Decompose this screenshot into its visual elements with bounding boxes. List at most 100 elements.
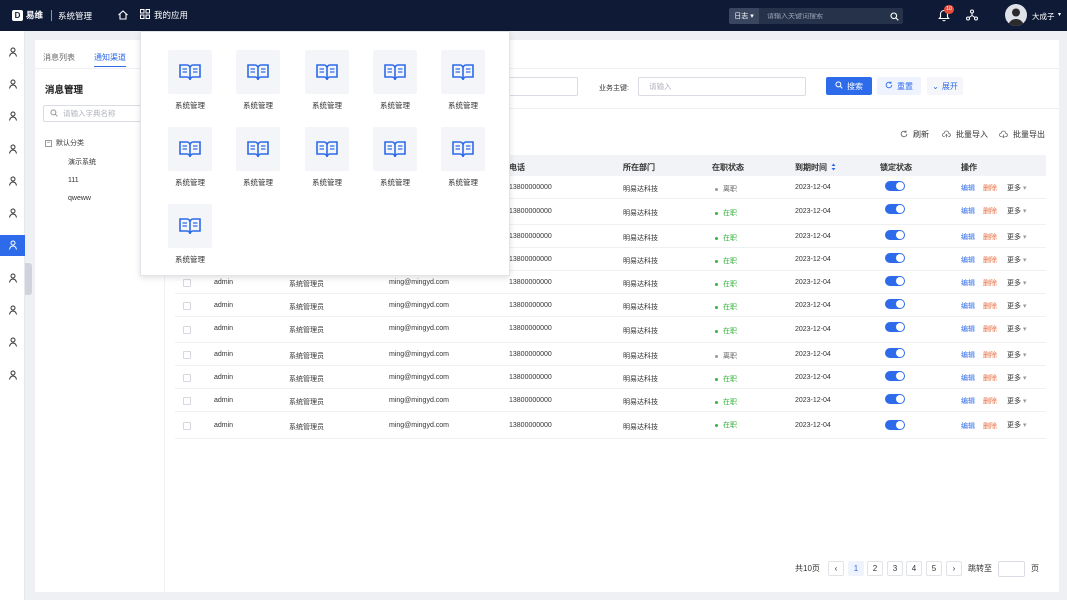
lock-toggle[interactable] — [885, 204, 905, 214]
delete-button[interactable]: 删除 — [983, 398, 997, 405]
prev-page-button[interactable]: ‹ — [828, 561, 844, 576]
edit-button[interactable]: 编辑 — [961, 423, 975, 430]
batch-import-button[interactable]: 批量导入 — [942, 129, 988, 140]
more-button[interactable]: 更多 ▾ — [1007, 255, 1026, 265]
row-checkbox[interactable] — [183, 422, 191, 430]
lock-toggle[interactable] — [885, 394, 905, 404]
delete-button[interactable]: 删除 — [983, 423, 997, 430]
more-button[interactable]: 更多 ▾ — [1007, 232, 1026, 242]
row-checkbox[interactable] — [183, 302, 191, 310]
delete-button[interactable]: 删除 — [983, 257, 997, 264]
edit-button[interactable]: 编辑 — [961, 303, 975, 310]
more-button[interactable]: 更多 ▾ — [1007, 183, 1026, 193]
sidebar-item-user[interactable] — [0, 74, 25, 95]
app-tile[interactable]: 系统管理 — [168, 127, 212, 188]
my-apps-button[interactable]: 我的应用 — [140, 9, 188, 21]
avatar[interactable] — [1005, 4, 1027, 26]
delete-button[interactable]: 删除 — [983, 280, 997, 287]
edit-button[interactable]: 编辑 — [961, 185, 975, 192]
sidebar-item-user[interactable] — [0, 300, 25, 321]
edit-button[interactable]: 编辑 — [961, 208, 975, 215]
search-icon[interactable] — [885, 11, 903, 21]
edit-button[interactable]: 编辑 — [961, 257, 975, 264]
lock-toggle[interactable] — [885, 181, 905, 191]
jump-page-input[interactable] — [998, 561, 1025, 577]
dict-search-input[interactable] — [63, 109, 153, 118]
page-button-1[interactable]: 1 — [848, 561, 864, 576]
next-page-button[interactable]: › — [946, 561, 962, 576]
sidebar-item-user[interactable] — [0, 268, 25, 289]
refresh-button[interactable]: 刷新 — [900, 129, 929, 140]
lock-toggle[interactable] — [885, 276, 905, 286]
collapse-icon[interactable]: − — [45, 139, 52, 147]
row-checkbox[interactable] — [183, 397, 191, 405]
lock-toggle[interactable] — [885, 299, 905, 309]
page-button-4[interactable]: 4 — [906, 561, 922, 576]
sidebar-item-user[interactable] — [0, 365, 25, 386]
business-key-input[interactable] — [638, 77, 806, 96]
more-button[interactable]: 更多 ▾ — [1007, 278, 1026, 288]
more-button[interactable]: 更多 ▾ — [1007, 350, 1026, 360]
edit-button[interactable]: 编辑 — [961, 326, 975, 333]
tree-node-root[interactable]: − 默认分类 — [45, 134, 96, 153]
app-tile[interactable]: 系统管理 — [236, 127, 280, 188]
app-tile[interactable]: 系统管理 — [236, 50, 280, 111]
lock-toggle[interactable] — [885, 348, 905, 358]
app-tile[interactable]: 系统管理 — [441, 50, 485, 111]
delete-button[interactable]: 删除 — [983, 208, 997, 215]
sidebar-collapse-handle[interactable] — [25, 263, 32, 295]
col-expire[interactable]: 到期时间 — [795, 162, 836, 173]
app-tile[interactable]: 系统管理 — [441, 127, 485, 188]
sidebar-item-user[interactable] — [0, 171, 25, 192]
sidebar-item-user[interactable] — [0, 42, 25, 63]
tree-node[interactable]: qweww — [68, 195, 91, 203]
delete-button[interactable]: 删除 — [983, 303, 997, 310]
sidebar-item-user[interactable] — [0, 139, 25, 160]
delete-button[interactable]: 删除 — [983, 352, 997, 359]
tree-node[interactable]: 111 — [68, 176, 79, 184]
chevron-down-icon[interactable]: ▾ — [1058, 12, 1062, 18]
delete-button[interactable]: 删除 — [983, 234, 997, 241]
delete-button[interactable]: 删除 — [983, 185, 997, 192]
edit-button[interactable]: 编辑 — [961, 280, 975, 287]
edit-button[interactable]: 编辑 — [961, 398, 975, 405]
sidebar-item-user[interactable] — [0, 332, 25, 353]
app-tile[interactable]: 系统管理 — [168, 204, 212, 265]
tab-message-list[interactable]: 消息列表 — [43, 53, 75, 62]
lock-toggle[interactable] — [885, 420, 905, 430]
edit-button[interactable]: 编辑 — [961, 352, 975, 359]
row-checkbox[interactable] — [183, 279, 191, 287]
edit-button[interactable]: 编辑 — [961, 234, 975, 241]
tab-notify-channel[interactable]: 通知渠道 — [94, 52, 126, 67]
app-tile[interactable]: 系统管理 — [305, 127, 349, 188]
top-search-input[interactable] — [759, 12, 885, 20]
more-button[interactable]: 更多 ▾ — [1007, 373, 1026, 383]
edit-button[interactable]: 编辑 — [961, 375, 975, 382]
lock-toggle[interactable] — [885, 230, 905, 240]
batch-export-button[interactable]: 批量导出 — [999, 129, 1045, 140]
sort-icon[interactable] — [831, 163, 836, 173]
more-button[interactable]: 更多 ▾ — [1007, 301, 1026, 311]
more-button[interactable]: 更多 ▾ — [1007, 420, 1026, 430]
more-button[interactable]: 更多 ▾ — [1007, 396, 1026, 406]
tree-node[interactable]: 演示系统 — [68, 158, 96, 166]
sidebar-item-user[interactable] — [0, 203, 25, 224]
more-button[interactable]: 更多 ▾ — [1007, 206, 1026, 216]
page-button-2[interactable]: 2 — [867, 561, 883, 576]
search-button[interactable]: 搜索 — [826, 77, 872, 95]
row-checkbox[interactable] — [183, 326, 191, 334]
lock-toggle[interactable] — [885, 371, 905, 381]
username[interactable]: 大成子 — [1032, 12, 1055, 21]
search-category-select[interactable]: 日志 ▾ — [729, 8, 759, 24]
delete-button[interactable]: 删除 — [983, 326, 997, 333]
page-button-3[interactable]: 3 — [887, 561, 903, 576]
lock-toggle[interactable] — [885, 253, 905, 263]
row-checkbox[interactable] — [183, 351, 191, 359]
expand-button[interactable]: ⌄ 展开 — [927, 77, 963, 95]
app-tile[interactable]: 系统管理 — [305, 50, 349, 111]
app-tile[interactable]: 系统管理 — [168, 50, 212, 111]
more-button[interactable]: 更多 ▾ — [1007, 324, 1026, 334]
network-icon[interactable] — [966, 9, 978, 23]
reset-button[interactable]: 重置 — [877, 77, 921, 95]
app-tile[interactable]: 系统管理 — [373, 127, 417, 188]
